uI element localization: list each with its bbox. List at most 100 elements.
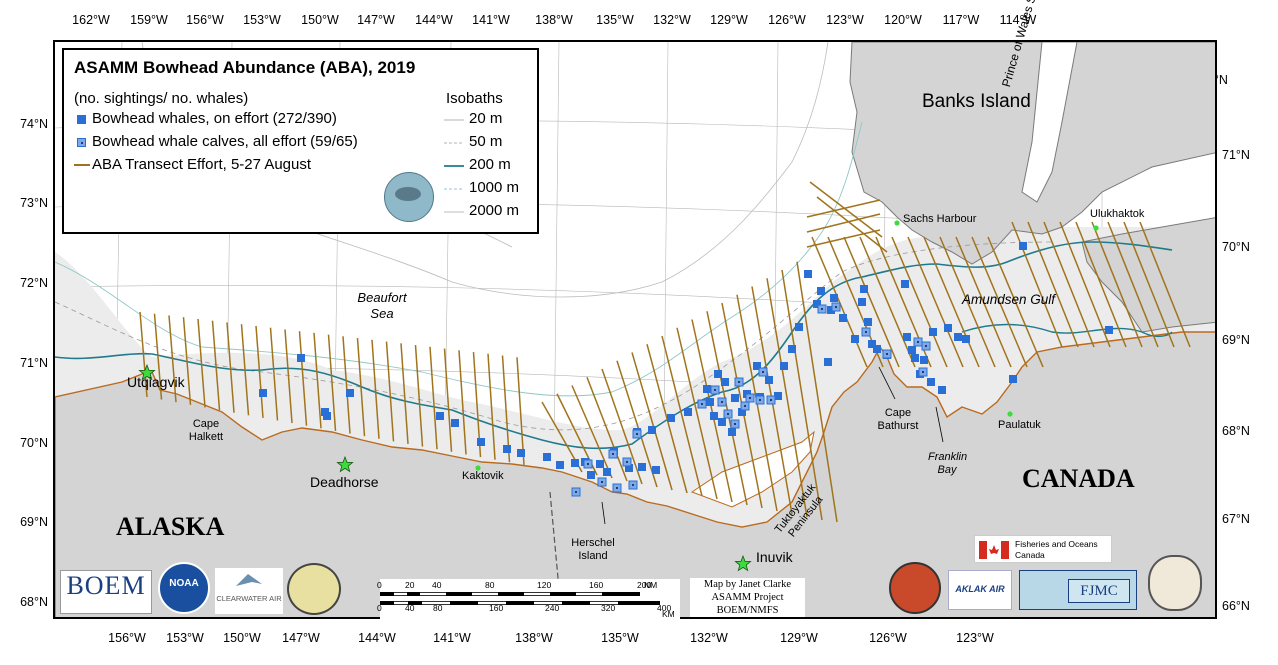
transect-line [385, 341, 395, 442]
whale-sighting-marker [858, 298, 866, 306]
whale-sighting-marker [718, 418, 726, 426]
fjmc-text: FJMC [1068, 579, 1130, 603]
whale-sighting-marker [860, 285, 868, 293]
scale-nm-unit: NM [644, 580, 658, 590]
boem-logo: BOEM [60, 570, 152, 614]
whale-sighting-marker [774, 392, 782, 400]
whale-sighting-marker [873, 345, 881, 353]
scale-nm-label: 40 [432, 580, 442, 590]
legend-item-calves: Bowhead whale calves, all effort (59/65) [92, 133, 358, 150]
whale-sighting-marker [901, 280, 909, 288]
transect-line [616, 360, 658, 488]
whale-sighting-marker [571, 459, 579, 467]
transect-line [631, 352, 673, 491]
transect-line [1091, 221, 1143, 348]
top-tick-label: 153°W [243, 13, 281, 27]
calf-marker-dot [749, 397, 751, 399]
transect-line [971, 236, 1028, 368]
left-tick-label: 69°N [20, 515, 48, 529]
calf-marker-dot [770, 399, 772, 401]
left-tick-label: 70°N [20, 436, 48, 450]
transect-line [298, 331, 308, 426]
whale-sighting-marker [451, 419, 459, 427]
scale-km-label: 240 [545, 603, 560, 613]
credit-line-1: Map by Janet Clarke [703, 579, 792, 590]
transect-line [313, 332, 322, 429]
transect-line [356, 338, 366, 437]
amundsen-gulf-label: Amundsen Gulf [962, 292, 1056, 307]
whale-sighting-marker [929, 328, 937, 336]
whale-sighting-marker [556, 461, 564, 469]
top-tick-label: 114°W [999, 13, 1037, 27]
whale-sighting-marker [804, 270, 812, 278]
scale-km-label: 160 [489, 603, 504, 613]
transect-line [766, 278, 808, 518]
whale-sighting-marker [765, 376, 773, 384]
cape-halkett-label: Cape Halkett [188, 418, 224, 443]
whale-sighting-marker [625, 464, 633, 472]
scale-km-label: 0 [377, 603, 382, 613]
international-border [549, 491, 563, 617]
top-tick-label: 135°W [596, 13, 634, 27]
top-tick-label: 120°W [884, 13, 922, 27]
whale-sighting-marker [788, 345, 796, 353]
bottom-tick-label: 126°W [869, 631, 907, 645]
transect-line [816, 196, 888, 253]
scale-nm-label: 160 [589, 580, 604, 590]
whale-sighting-marker [703, 385, 711, 393]
scale-nm-label: 200 [637, 580, 652, 590]
scale-km-label: 400 [657, 603, 672, 613]
legend-box: ASAMM Bowhead Abundance (ABA), 2019 (no.… [62, 48, 539, 234]
canada-flag-icon [979, 541, 1009, 559]
banks-island-label: Banks Island [922, 91, 1031, 112]
whale-sighting-marker [938, 386, 946, 394]
whale-sighting-marker [839, 314, 847, 322]
herschel-leader [601, 501, 606, 525]
whale-sighting-marker [297, 354, 305, 362]
whale-sighting-marker [738, 408, 746, 416]
paulatuk-dot [1007, 411, 1013, 417]
transect-line [843, 236, 900, 368]
isobath-1000m [55, 121, 863, 397]
scale-km-unit: KM [662, 609, 675, 619]
inuvik-label: Inuvik [756, 549, 793, 565]
scale-nm-label: 120 [537, 580, 552, 590]
whale-sighting-marker [477, 438, 485, 446]
whale-sighting-marker [638, 463, 646, 471]
transect-line [327, 334, 337, 431]
calf-marker-dot [738, 381, 740, 383]
whale-sighting-marker [603, 468, 611, 476]
transect-line [400, 343, 409, 445]
bottom-tick-label: 138°W [515, 631, 553, 645]
whale-sighting-marker [714, 370, 722, 378]
utqiagvik-label: Utqiagvik [127, 374, 185, 390]
isobath-swatches [444, 119, 464, 213]
herschel-island-label: Herschel Island [571, 537, 615, 562]
right-tick-label: 69°N [1222, 333, 1250, 347]
noaa-logo-text: NOAA [169, 578, 199, 589]
whale-sighting-marker [652, 466, 660, 474]
transect-line [796, 261, 838, 523]
scale-nm-label: 0 [377, 580, 382, 590]
transect-line [197, 318, 206, 408]
whale-sighting-marker [864, 318, 872, 326]
kaktovik-dot [475, 465, 481, 471]
transect-line [601, 368, 643, 485]
scale-km-label: 40 [405, 603, 415, 613]
legend-subtitle: (no. sightings/ no. whales) [74, 90, 249, 107]
clearwater-air-text: CLEARWATER AIR [216, 594, 282, 603]
calf-marker-dot [759, 399, 761, 401]
transect-legend-symbol [74, 164, 90, 166]
transect-line [371, 339, 380, 439]
transect-line [891, 236, 948, 368]
right-tick-label: 71°N [1222, 148, 1250, 162]
bottom-tick-label: 150°W [223, 631, 261, 645]
isobath-1000m-label: 1000 m [469, 179, 520, 196]
top-tick-label: 156°W [186, 13, 224, 27]
calf-marker-dot [762, 371, 764, 373]
transect-line [806, 229, 881, 248]
sachs-harbour-label: Sachs Harbour [903, 213, 977, 225]
transect-line [443, 348, 453, 452]
map-credit: Map by Janet Clarke ASAMM Project BOEM/N… [690, 578, 805, 617]
bottom-tick-label: 153°W [166, 631, 204, 645]
